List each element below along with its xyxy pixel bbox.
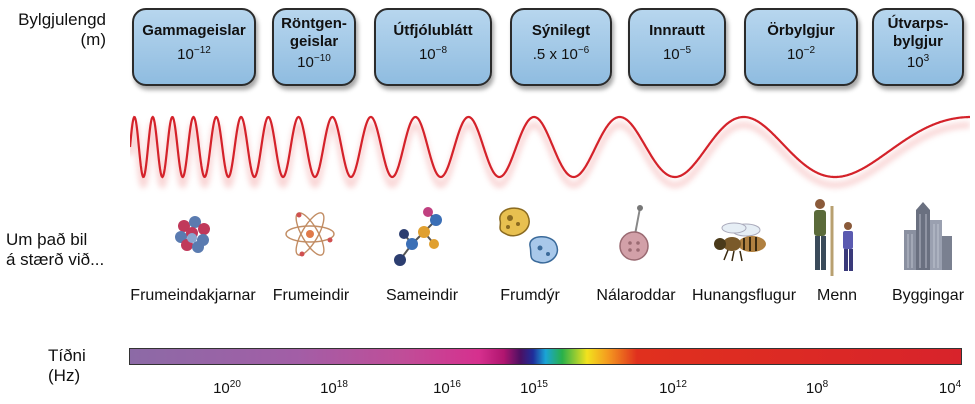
- object-label: Byggingar: [891, 287, 965, 304]
- band-xray: Röntgen-geislar 10−10: [272, 8, 356, 86]
- frequency-tick: 104: [938, 379, 962, 398]
- pin-icon: [619, 205, 649, 261]
- size-label: Um það bil á stærð við...: [6, 230, 104, 270]
- wave-graphic: [130, 115, 970, 190]
- frequency-tick: 1018: [320, 379, 348, 398]
- humans-icon: [814, 199, 853, 276]
- band-radio: Útvarps-bylgjur 103: [872, 8, 964, 86]
- object-label: Hunangsflugur: [691, 287, 797, 304]
- object-label: Frumeindir: [272, 287, 350, 304]
- frequency-tick: 1012: [659, 379, 687, 398]
- object-label: Nálaroddar: [596, 287, 676, 304]
- band-name: Örbylgjur: [767, 22, 835, 39]
- band-name: Útfjólublátt: [393, 22, 473, 39]
- band-name: Sýnilegt: [531, 22, 591, 39]
- band-name: Röntgen-geislar: [281, 15, 347, 50]
- protozoa-icon: [499, 207, 559, 264]
- frequency-tick: 1015: [520, 379, 548, 398]
- buildings-icon: [904, 202, 952, 270]
- frequency-tick: 1020: [213, 379, 241, 398]
- molecule-icon: [394, 207, 442, 266]
- band-name: Innrautt: [649, 22, 705, 39]
- nucleus-icon: [175, 216, 210, 253]
- object-label: Frumeindakjarnar: [130, 287, 256, 304]
- frequency-label-line2: (Hz): [48, 366, 81, 385]
- band-infrared: Innrautt 10−5: [628, 8, 726, 86]
- band-visible: Sýnilegt .5 x 10−6: [510, 8, 612, 86]
- frequency-label: Tíðni (Hz): [48, 346, 86, 386]
- band-name: Gammageislar: [142, 22, 246, 39]
- frequency-label-line1: Tíðni: [48, 346, 86, 365]
- wavelength-label: Bylgjulengd (m): [8, 10, 106, 50]
- size-label-line2: á stærð við...: [6, 250, 105, 269]
- band-wavelength: 10−10: [297, 53, 331, 72]
- band-microwave: Örbylgjur 10−2: [744, 8, 858, 86]
- band-name: Útvarps-bylgjur: [887, 15, 949, 50]
- frequency-tick: 1016: [433, 379, 461, 398]
- wavelength-label-line1: Bylgjulengd: [18, 10, 106, 29]
- frequency-spectrum-bar: [129, 348, 962, 365]
- wave-shadow: [130, 120, 970, 190]
- bee-icon: [714, 222, 766, 262]
- band-wavelength: 10−5: [662, 45, 692, 64]
- band-ultraviolet: Útfjólublátt 10−8: [374, 8, 492, 86]
- object-label: Sameindir: [385, 287, 459, 304]
- band-wavelength: 10−8: [418, 45, 448, 64]
- band-wavelength: .5 x 10−6: [532, 45, 590, 64]
- band-wavelength: 10−12: [177, 45, 211, 64]
- band-gamma: Gammageislar 10−12: [132, 8, 256, 86]
- frequency-tick: 108: [805, 379, 829, 398]
- object-label: Menn: [816, 287, 858, 304]
- size-label-line1: Um það bil: [6, 230, 88, 249]
- wave-line: [130, 115, 970, 179]
- band-wavelength: 10−2: [786, 45, 816, 64]
- object-label: Frumdýr: [500, 287, 560, 304]
- wavelength-label-line2: (m): [80, 30, 106, 49]
- atom-icon: [285, 212, 335, 257]
- band-wavelength: 103: [906, 53, 930, 72]
